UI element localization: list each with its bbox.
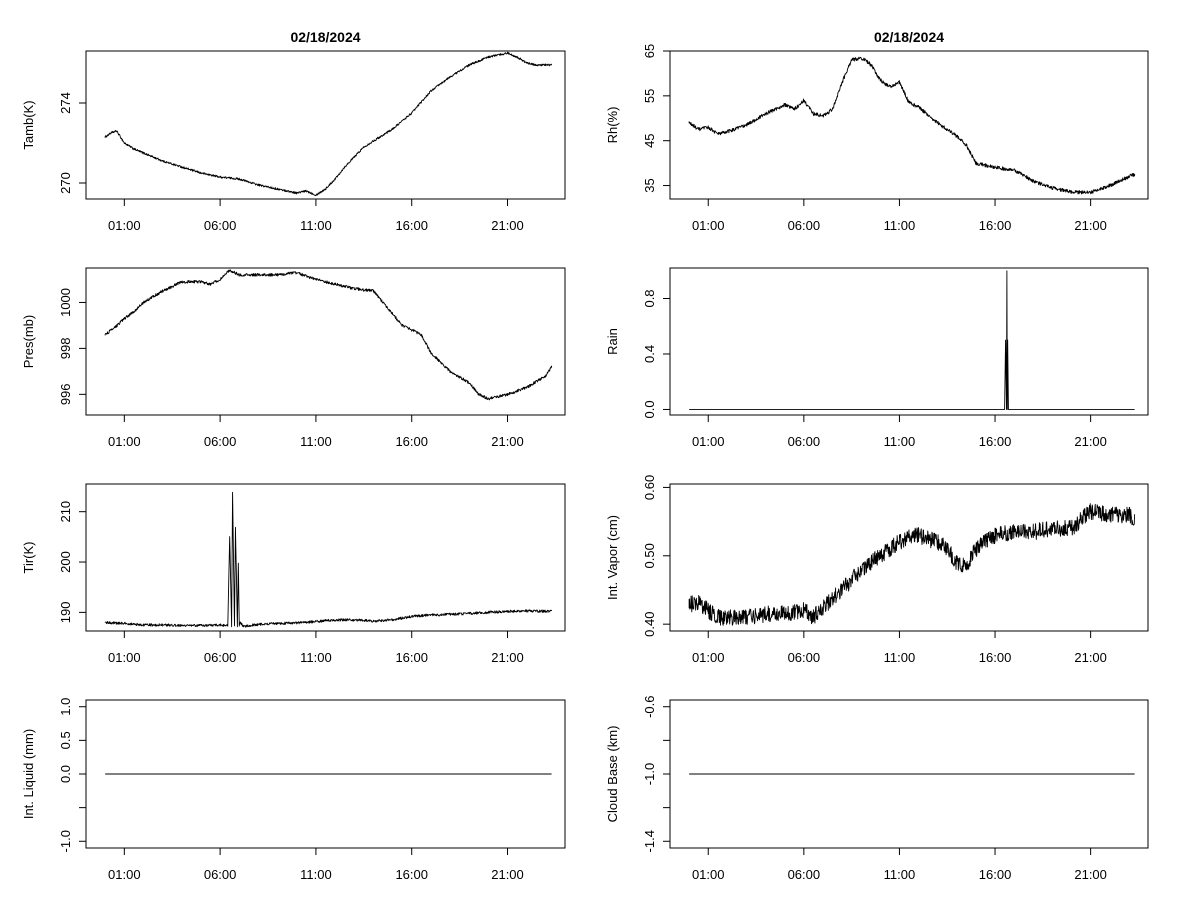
y-tick-label: 65 — [642, 44, 657, 58]
y-axis-label: Int. Vapor (cm) — [605, 515, 620, 600]
y-tick-label: 274 — [58, 92, 73, 114]
y-tick-label: -1.4 — [642, 830, 657, 852]
x-tick-label: 06:00 — [788, 650, 821, 665]
x-tick-label: 11:00 — [884, 218, 916, 233]
y-tick-label: 190 — [58, 602, 73, 624]
plot-frame — [669, 50, 1149, 200]
series-line-tamb — [104, 51, 553, 197]
y-tick-label: 270 — [58, 172, 73, 194]
x-tick-label: 11:00 — [884, 650, 916, 665]
x-tick-label: 11:00 — [884, 434, 916, 449]
series-line-rain — [689, 270, 1135, 410]
x-tick-label: 06:00 — [204, 434, 237, 449]
y-tick-label: -1.0 — [58, 830, 73, 852]
x-tick-label: 16:00 — [395, 650, 428, 665]
y-tick-label: 55 — [642, 89, 657, 103]
panel-cloudbase: Cloud Base (km) 01:00 06:00 11:00 16:00 21:00… — [605, 696, 1149, 882]
x-tick-label: 11:00 — [300, 650, 332, 665]
y-tick-label: 0.0 — [642, 400, 657, 418]
x-tick-label: 16:00 — [395, 218, 428, 233]
chart-title: 02/18/2024 — [290, 29, 360, 45]
x-tick-label: 21:00 — [1074, 867, 1107, 882]
y-axis-label: Cloud Base (km) — [605, 726, 620, 823]
y-tick-label: 0.60 — [642, 475, 657, 500]
x-tick-label: 06:00 — [204, 867, 237, 882]
x-tick-label: 01:00 — [108, 650, 141, 665]
y-axis-label: Pres(mb) — [21, 315, 36, 368]
x-tick-label: 01:00 — [108, 218, 141, 233]
x-tick-label: 16:00 — [979, 434, 1012, 449]
x-tick-label: 21:00 — [1074, 434, 1107, 449]
x-tick-label: 16:00 — [979, 867, 1012, 882]
x-tick-label: 11:00 — [884, 867, 916, 882]
y-tick-label: 0.4 — [642, 345, 657, 363]
plot-frame — [85, 267, 566, 416]
x-tick-label: 21:00 — [491, 218, 524, 233]
x-tick-label: 06:00 — [788, 434, 821, 449]
x-tick-label: 16:00 — [395, 434, 428, 449]
x-tick-label: 01:00 — [108, 867, 141, 882]
plot-frame — [669, 483, 1149, 632]
x-tick-label: 21:00 — [491, 867, 524, 882]
panel-pres: Pres(mb) 01:00 06:00 11:00 16:00 21:00 996 998 1… — [21, 267, 566, 449]
y-tick-label: 1000 — [58, 288, 73, 317]
y-tick-label: 35 — [642, 178, 657, 192]
x-tick-label: 01:00 — [692, 867, 725, 882]
y-tick-label: 0.0 — [58, 765, 73, 783]
y-tick-label: 1.0 — [58, 698, 73, 716]
x-tick-label: 21:00 — [1074, 218, 1107, 233]
panel-rh: 02/18/2024 Rh(%) 01:00 06:00 11:00 16:00 21:00… — [605, 29, 1149, 233]
series-line-tir — [104, 491, 553, 628]
x-tick-label: 11:00 — [300, 218, 332, 233]
chart-title: 02/18/2024 — [874, 29, 944, 45]
y-axis-label: Rh(%) — [605, 107, 620, 144]
y-tick-label: -0.6 — [642, 696, 657, 718]
x-tick-label: 16:00 — [395, 867, 428, 882]
y-tick-label: 0.50 — [642, 543, 657, 568]
series-line-pres — [104, 269, 553, 401]
y-axis-label: Rain — [605, 328, 620, 355]
panel-tir: Tir(K) 01:00 06:00 11:00 16:00 21:00 190 200 210 — [21, 483, 566, 665]
x-tick-label: 01:00 — [692, 434, 725, 449]
x-tick-label: 01:00 — [692, 650, 725, 665]
x-tick-label: 11:00 — [300, 867, 332, 882]
x-tick-label: 01:00 — [108, 434, 141, 449]
x-tick-label: 16:00 — [979, 650, 1012, 665]
x-tick-label: 06:00 — [788, 218, 821, 233]
y-tick-label: 996 — [58, 383, 73, 405]
panel-rain: Rain 01:00 06:00 11:00 16:00 21:00 0.0 0.4 0.8 — [605, 267, 1149, 449]
plot-frame — [85, 50, 566, 200]
x-tick-label: 06:00 — [788, 867, 821, 882]
x-tick-label: 11:00 — [300, 434, 332, 449]
x-tick-label: 16:00 — [979, 218, 1012, 233]
y-axis-label: Tir(K) — [21, 541, 36, 573]
y-axis-label: Int. Liquid (mm) — [21, 729, 36, 819]
panel-vapor: Int. Vapor (cm) 01:00 06:00 11:00 16:00 21:00… — [605, 475, 1149, 665]
y-tick-label: 0.5 — [58, 731, 73, 749]
x-tick-label: 06:00 — [204, 218, 237, 233]
x-tick-label: 01:00 — [692, 218, 725, 233]
series-line-vapor — [688, 503, 1136, 626]
x-tick-label: 06:00 — [204, 650, 237, 665]
y-axis-label: Tamb(K) — [21, 100, 36, 149]
x-tick-label: 21:00 — [1074, 650, 1107, 665]
plot-frame — [669, 267, 1149, 416]
y-tick-label: 45 — [642, 133, 657, 147]
plot-frame — [85, 483, 566, 632]
y-tick-label: 200 — [58, 551, 73, 573]
y-tick-label: 0.40 — [642, 612, 657, 637]
x-tick-label: 21:00 — [491, 434, 524, 449]
y-tick-label: 210 — [58, 501, 73, 523]
panel-tamb: 02/18/2024 Tamb(K) 01:00 06:00 11:00 16:00 21:… — [21, 29, 566, 233]
y-tick-label: 998 — [58, 338, 73, 360]
series-line-rh — [688, 56, 1136, 195]
y-tick-label: -1.0 — [642, 763, 657, 785]
y-tick-label: 0.8 — [642, 289, 657, 307]
panel-liquid: Int. Liquid (mm) 01:00 06:00 11:00 16:00 21:0… — [21, 698, 566, 882]
x-tick-label: 21:00 — [491, 650, 524, 665]
